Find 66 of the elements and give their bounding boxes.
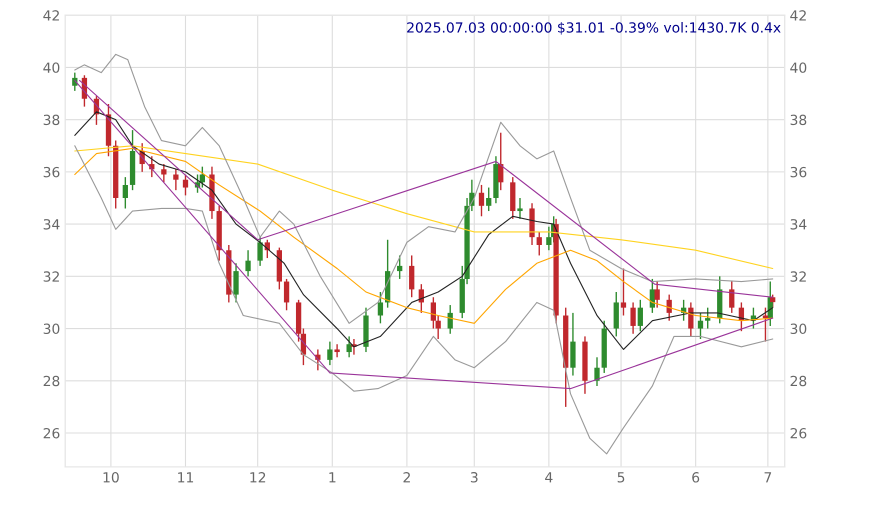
y2-tick-label: 36	[790, 166, 806, 178]
y-tick-label: 36	[44, 166, 60, 178]
line-series	[74, 148, 774, 324]
y-tick-label: 32	[44, 271, 59, 282]
candlestick	[688, 302, 694, 338]
candlestick	[650, 278, 655, 314]
x-tick-label: 2	[403, 472, 410, 482]
line-series	[74, 145, 774, 454]
y-tick-label: 34	[44, 219, 60, 230]
line-series	[74, 145, 774, 270]
candlestick	[122, 176, 128, 210]
candlestick	[666, 294, 672, 322]
candlestick	[378, 291, 384, 324]
candlestick	[478, 184, 484, 217]
candlestick	[173, 168, 179, 191]
candlestick	[698, 312, 704, 340]
candlestick	[705, 306, 710, 330]
line-series	[74, 54, 774, 324]
y-tick-label: 30	[44, 324, 60, 334]
x-tick-label: 10	[104, 472, 119, 483]
y2-tick-label: 28	[790, 376, 806, 386]
candlestick	[448, 304, 453, 334]
candlestick	[418, 283, 424, 314]
x-tick-label: 6	[692, 472, 700, 483]
candlestick	[346, 336, 352, 358]
candlestick	[327, 340, 333, 366]
chart-title: 2025.07.03 00:00:00 $31.01 -0.39% vol:1430.7K 0.4x	[407, 22, 781, 35]
candlestick	[161, 163, 166, 184]
y2-tick-label: 32	[790, 271, 806, 282]
candlestick	[334, 344, 340, 358]
candlestick	[517, 197, 523, 220]
candlestick	[284, 278, 290, 311]
x-tick-label: 5	[618, 472, 624, 483]
candlestick	[738, 302, 744, 332]
candlestick	[409, 254, 414, 298]
candlestick	[486, 186, 492, 212]
x-tick-label: 12	[250, 472, 266, 482]
candlestick	[654, 280, 660, 308]
candlestick	[498, 132, 504, 191]
candlestick	[620, 268, 626, 316]
candlestick	[762, 306, 768, 342]
candlestick	[245, 250, 251, 278]
x-tick-label: 1	[329, 472, 336, 482]
candlestick	[638, 299, 643, 332]
candlestick	[630, 302, 636, 334]
x-tick-label: 7	[764, 472, 772, 482]
y2-tick-label: 42	[790, 10, 806, 20]
y-tick-label: 28	[44, 376, 60, 386]
x-tick-label: 3	[470, 472, 478, 483]
y-tick-label: 26	[44, 428, 60, 438]
candlestick	[182, 174, 188, 196]
candlestick	[397, 254, 402, 280]
candlestick	[770, 294, 776, 308]
x-tick-label: 11	[178, 472, 194, 482]
candlestick	[233, 262, 239, 304]
candlestick	[729, 280, 734, 314]
y2-tick-label: 38	[790, 114, 806, 126]
candlestick	[536, 231, 542, 256]
y-tick-label: 38	[44, 114, 60, 126]
y2-tick-label: 30	[790, 324, 806, 334]
y2-tick-label: 40	[790, 62, 806, 73]
y2-tick-label: 34	[790, 219, 806, 230]
y-tick-label: 42	[43, 10, 59, 20]
y-tick-label: 40	[43, 62, 60, 73]
x-tick-label: 4	[545, 472, 553, 482]
y2-tick-label: 26	[790, 428, 806, 438]
